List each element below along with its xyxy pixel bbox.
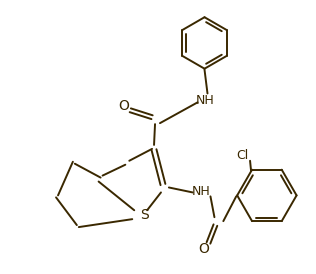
Text: O: O (198, 242, 209, 256)
Text: NH: NH (196, 94, 215, 107)
Text: NH: NH (192, 185, 211, 198)
Text: Cl: Cl (236, 149, 248, 162)
Text: S: S (140, 208, 149, 222)
Text: O: O (118, 99, 129, 113)
